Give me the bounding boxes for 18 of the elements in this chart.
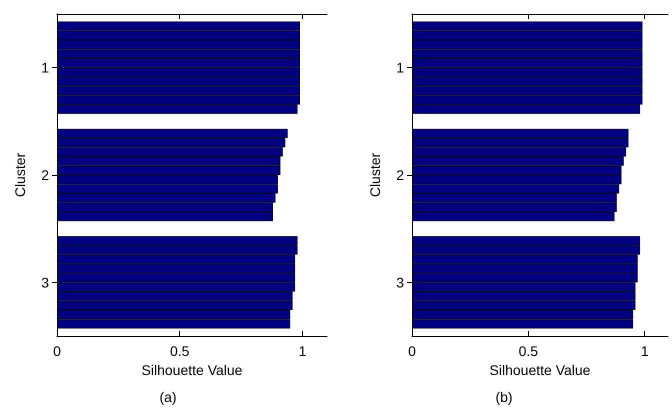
- y-tick-label: 2: [396, 167, 404, 183]
- x-tick-label: 0.5: [170, 343, 190, 359]
- x-tick-label: 0: [408, 343, 416, 359]
- y-tick-label: 1: [396, 60, 404, 76]
- x-tick-label: 0.5: [518, 343, 538, 359]
- text: (a): [159, 389, 177, 405]
- y-tick-label: 1: [41, 60, 50, 76]
- y-axis-title: Cluster: [12, 152, 28, 198]
- x-axis-title: Silhouette Value: [490, 362, 591, 378]
- x-axis-title: Silhouette Value: [142, 362, 243, 378]
- y-axis-title: Cluster: [367, 152, 383, 198]
- text: (b): [495, 389, 513, 405]
- y-tick-label: 3: [396, 274, 404, 290]
- y-tick-label: 3: [41, 274, 50, 290]
- x-tick-label: 1: [640, 343, 649, 359]
- x-tick-label: 0: [53, 343, 62, 359]
- x-tick-label: 1: [298, 343, 307, 359]
- y-tick-label: 2: [41, 167, 50, 183]
